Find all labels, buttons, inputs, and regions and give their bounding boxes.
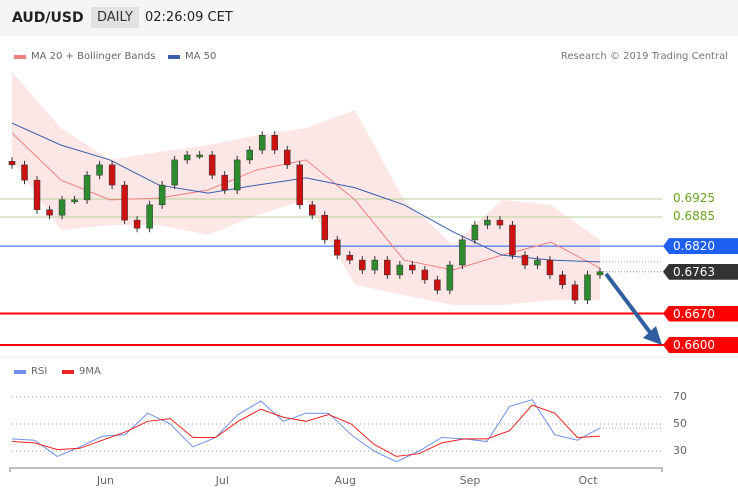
candle	[459, 239, 466, 266]
candle	[521, 254, 529, 266]
candle	[321, 214, 329, 241]
header: AUD/USD DAILY 02:26:09 CET	[0, 0, 738, 36]
candle	[171, 159, 178, 186]
ma50-swatch	[168, 54, 180, 59]
candle	[534, 259, 541, 266]
rsi-tick: 70	[673, 390, 687, 403]
rsi-ma-line	[11, 404, 601, 457]
candle	[409, 264, 416, 271]
legend-ma50: MA 50	[168, 51, 216, 62]
level-label: 0.6885	[673, 208, 715, 223]
timeframe-button[interactable]: DAILY	[91, 7, 139, 28]
candle	[334, 239, 341, 256]
candle	[283, 149, 291, 166]
candle	[246, 149, 253, 161]
candle	[384, 259, 391, 276]
rsi-tick: 50	[673, 417, 687, 430]
rsi-ma-swatch	[62, 369, 74, 374]
x-axis	[9, 467, 663, 472]
candle	[108, 164, 116, 186]
x-tick-label: Jun	[96, 474, 115, 487]
bollinger-band	[12, 71, 600, 306]
forecast-arrowhead	[643, 325, 662, 345]
x-tick-label: Jul	[215, 474, 229, 487]
level-tag-resistance: 0.6820	[663, 238, 738, 255]
candle	[496, 219, 504, 226]
rsi-swatch	[14, 369, 26, 374]
level-label: 0.6925	[673, 191, 715, 205]
level-tag-last: 0.6763	[663, 263, 738, 280]
candle	[359, 259, 366, 271]
legend-rsi-ma: 9MA	[62, 366, 101, 377]
rsi-tick: 30	[673, 444, 687, 457]
legend-rsi-label: RSI	[31, 366, 48, 377]
candle	[584, 274, 591, 301]
candle	[296, 164, 303, 206]
credit: Research © 2019 Trading Central	[560, 51, 728, 62]
candle	[83, 174, 91, 201]
time: 02:26:09 CET	[145, 10, 233, 25]
candle	[471, 224, 479, 241]
candle	[21, 164, 28, 181]
x-tick-label: Sep	[459, 474, 481, 487]
candle	[559, 274, 566, 286]
candle	[33, 179, 41, 211]
candle	[546, 259, 554, 276]
candle	[309, 204, 316, 216]
candle	[396, 264, 404, 276]
candle	[446, 264, 454, 291]
legend-ma50-label: MA 50	[185, 51, 217, 62]
candle	[233, 159, 241, 191]
level-tag-support: 0.6670	[663, 305, 738, 322]
candle	[571, 284, 579, 301]
legend-rsi-ma-label: 9MA	[79, 366, 101, 377]
candle	[133, 219, 141, 229]
candle	[271, 134, 278, 151]
ma20-swatch	[14, 54, 26, 59]
level-tag-target: 0.6600	[663, 336, 738, 353]
candle	[183, 154, 191, 161]
ma50-line	[11, 122, 601, 263]
candle	[509, 224, 516, 256]
candle	[46, 209, 53, 216]
candle	[346, 254, 354, 261]
candle	[196, 154, 203, 158]
candle	[371, 259, 379, 271]
candle	[121, 184, 128, 221]
candle	[421, 269, 429, 281]
legend-ma20-label: MA 20 + Bollinger Bands	[31, 51, 156, 62]
x-tick-label: Oct	[578, 474, 598, 487]
symbol: AUD/USD	[12, 10, 84, 26]
candle	[221, 174, 228, 191]
candle	[208, 154, 216, 176]
candle	[596, 271, 604, 276]
candle	[434, 279, 441, 291]
rsi-line	[11, 399, 601, 463]
legend-rsi: RSI	[14, 366, 47, 377]
candle	[258, 134, 266, 151]
legend-ma20: MA 20 + Bollinger Bands	[14, 51, 155, 62]
candle	[158, 184, 166, 206]
x-tick-label: Aug	[334, 474, 357, 487]
candle	[58, 199, 66, 216]
candle	[8, 161, 16, 166]
candle	[96, 164, 103, 176]
candle	[484, 219, 491, 226]
forecast-arrow	[604, 272, 654, 337]
candle	[71, 199, 78, 203]
candle	[146, 204, 153, 229]
